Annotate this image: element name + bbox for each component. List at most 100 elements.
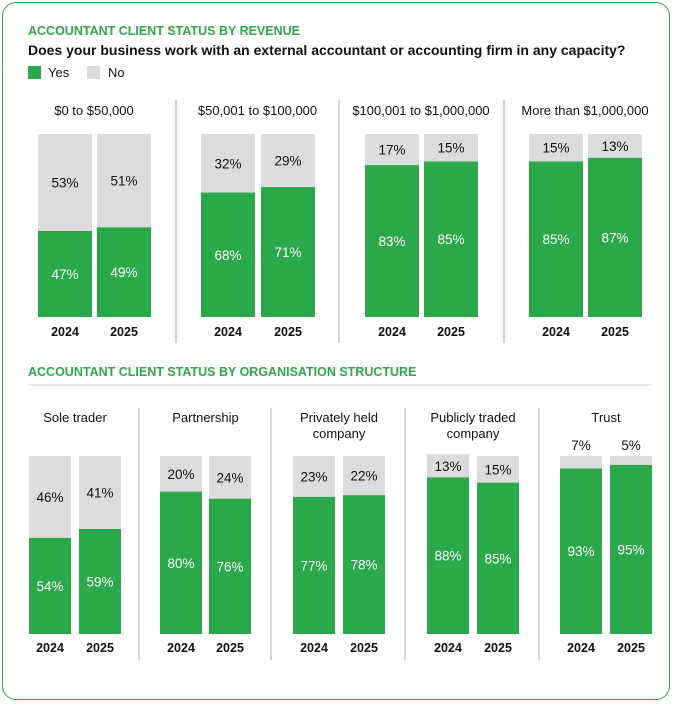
data-label-no: 5%	[621, 438, 641, 453]
data-label-yes: 85%	[437, 232, 464, 247]
data-label-no: 51%	[110, 174, 137, 189]
data-label-yes: 95%	[617, 542, 644, 557]
group-label: Privately held	[300, 410, 378, 425]
section-title: ACCOUNTANT CLIENT STATUS BY ORGANISATION…	[28, 365, 416, 379]
x-tick-label: 2024	[214, 325, 242, 339]
group-label: $0 to $50,000	[54, 103, 134, 118]
data-label-yes: 85%	[542, 232, 569, 247]
x-tick-label: 2024	[567, 641, 595, 655]
data-label-no: 17%	[378, 143, 405, 158]
data-label-yes: 83%	[378, 234, 405, 249]
bar-no	[97, 134, 151, 228]
group-label: Trust	[591, 410, 621, 425]
x-tick-label: 2025	[437, 325, 465, 339]
bar-yes	[261, 187, 315, 317]
data-label-no: 41%	[86, 485, 113, 500]
data-label-yes: 77%	[300, 558, 327, 573]
data-label-yes: 88%	[434, 549, 461, 564]
bar-yes	[29, 537, 71, 634]
bar-no	[29, 456, 71, 538]
bar-no	[610, 456, 652, 465]
group-label: company	[447, 426, 500, 441]
data-label-yes: 87%	[601, 230, 628, 245]
data-label-yes: 47%	[51, 267, 78, 282]
data-label-no: 15%	[484, 462, 511, 477]
data-label-no: 32%	[214, 156, 241, 171]
data-label-no: 15%	[542, 141, 569, 156]
x-tick-label: 2025	[601, 325, 629, 339]
bar-yes	[293, 496, 335, 634]
group-label: Partnership	[172, 410, 238, 425]
bar-no	[560, 456, 602, 469]
x-tick-label: 2024	[542, 325, 570, 339]
data-label-yes: 78%	[350, 558, 377, 573]
bar-yes	[160, 491, 202, 634]
legend-yes-label: Yes	[48, 65, 70, 80]
data-label-no: 15%	[437, 141, 464, 156]
data-label-no: 29%	[274, 154, 301, 169]
data-label-yes: 85%	[484, 551, 511, 566]
x-tick-label: 2025	[617, 641, 645, 655]
data-label-no: 20%	[167, 467, 194, 482]
bar-no	[424, 134, 478, 162]
data-label-yes: 71%	[274, 245, 301, 260]
data-label-yes: 76%	[216, 559, 243, 574]
data-label-yes: 68%	[214, 248, 241, 263]
bar-no	[427, 454, 469, 478]
x-tick-label: 2025	[350, 641, 378, 655]
group-label: Sole trader	[43, 410, 107, 425]
data-label-no: 22%	[350, 469, 377, 484]
data-label-no: 53%	[51, 175, 78, 190]
data-label-no: 13%	[601, 139, 628, 154]
bar-no	[209, 456, 251, 499]
x-tick-label: 2024	[167, 641, 195, 655]
x-tick-label: 2024	[36, 641, 64, 655]
x-tick-label: 2024	[51, 325, 79, 339]
x-tick-label: 2024	[300, 641, 328, 655]
bar-no	[201, 134, 255, 193]
data-label-yes: 80%	[167, 556, 194, 571]
bar-yes	[79, 528, 121, 634]
data-label-no: 23%	[300, 469, 327, 484]
data-label-no: 46%	[36, 490, 63, 505]
data-label-no: 13%	[434, 459, 461, 474]
group-label: company	[313, 426, 366, 441]
bar-no	[343, 456, 385, 496]
group-label: Publicly traded	[430, 410, 515, 425]
bar-yes	[424, 161, 478, 317]
bar-no	[79, 456, 121, 529]
bar-no	[477, 456, 519, 483]
legend-yes-swatch	[28, 66, 41, 79]
question-text: Does your business work with an external…	[28, 42, 625, 58]
data-label-yes: 93%	[567, 544, 594, 559]
x-tick-label: 2025	[484, 641, 512, 655]
legend-no-label: No	[108, 65, 125, 80]
bar-no	[160, 456, 202, 492]
bar-no	[588, 134, 642, 158]
x-tick-label: 2024	[434, 641, 462, 655]
bar-yes	[477, 482, 519, 634]
bar-yes	[343, 495, 385, 634]
bar-yes	[588, 157, 642, 317]
data-label-yes: 59%	[86, 574, 113, 589]
bar-yes	[201, 192, 255, 317]
group-label: $50,001 to $100,000	[198, 103, 317, 118]
bar-yes	[97, 227, 151, 317]
x-tick-label: 2025	[216, 641, 244, 655]
bar-no	[261, 134, 315, 188]
bar-no	[365, 134, 419, 166]
bar-yes	[560, 468, 602, 634]
bar-no	[529, 134, 583, 162]
data-label-no: 7%	[571, 438, 591, 453]
bar-yes	[365, 165, 419, 317]
chart-title: ACCOUNTANT CLIENT STATUS BY REVENUE	[28, 24, 300, 38]
data-label-yes: 49%	[110, 265, 137, 280]
bar-yes	[610, 464, 652, 634]
group-label: $100,001 to $1,000,000	[352, 103, 489, 118]
bar-yes	[209, 498, 251, 634]
x-tick-label: 2025	[110, 325, 138, 339]
group-label: More than $1,000,000	[521, 103, 648, 118]
legend-no-swatch	[87, 66, 100, 79]
data-label-yes: 54%	[36, 579, 63, 594]
